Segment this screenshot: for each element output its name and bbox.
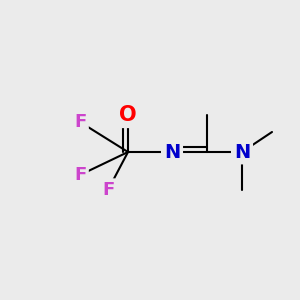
Text: F: F [74,166,86,184]
Text: F: F [102,181,114,199]
Text: O: O [119,105,137,125]
Text: N: N [164,142,180,161]
Text: F: F [74,113,86,131]
Text: N: N [234,142,250,161]
